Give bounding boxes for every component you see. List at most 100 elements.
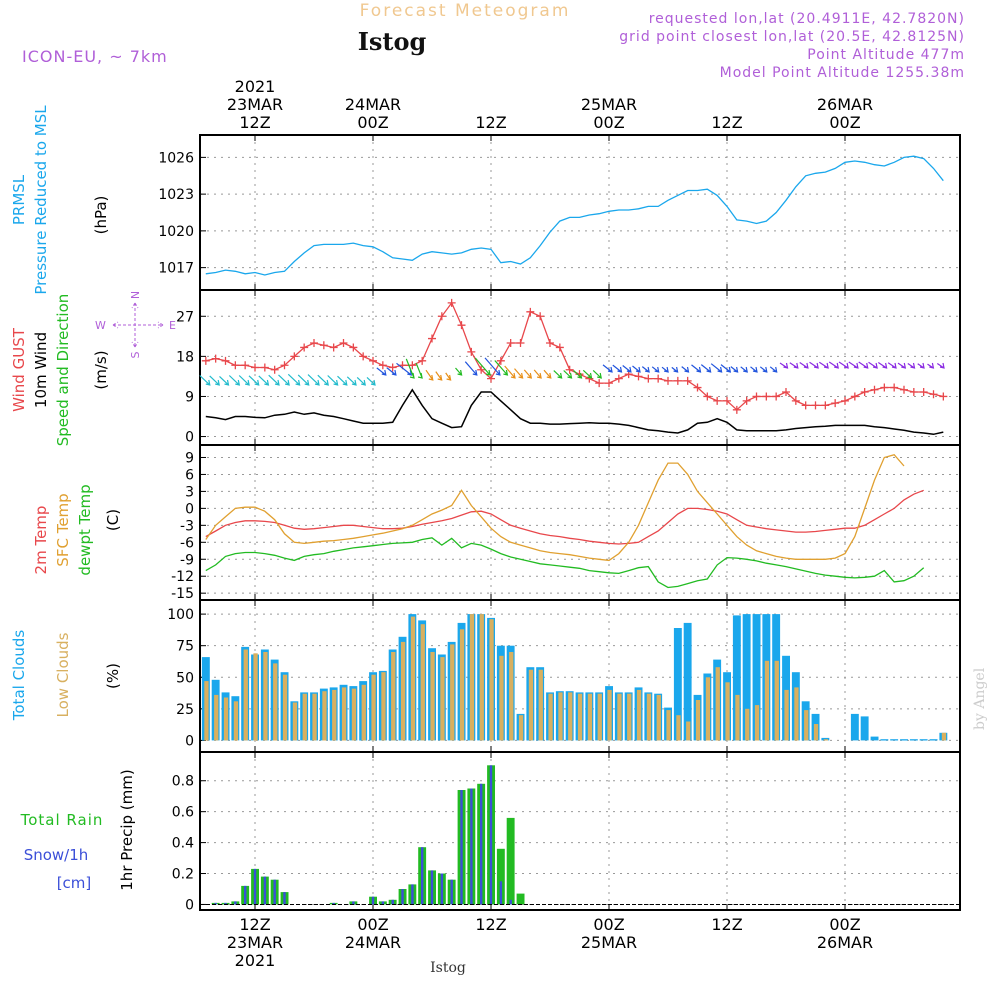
wind-direction-arrow (366, 376, 376, 386)
low-clouds-bar (617, 693, 622, 741)
gust-point (526, 307, 535, 316)
wind-direction-arrow (828, 361, 839, 369)
gust-point (516, 339, 525, 347)
wind-direction-arrow (455, 367, 463, 376)
wind-direction-arrow (582, 369, 593, 379)
total-clouds-bar (732, 615, 741, 741)
gust-point (821, 401, 830, 410)
dewpt-label: dewpt Temp (76, 484, 94, 575)
total-clouds-bar (821, 737, 830, 741)
gust-point (703, 392, 712, 401)
low-clouds-bar (243, 649, 248, 741)
dewpt-series-line (205, 537, 925, 589)
wind-direction-arrow (907, 362, 916, 369)
wind-direction-arrow (936, 362, 945, 369)
gust-point (801, 401, 810, 410)
low-clouds-bar (509, 652, 514, 741)
gust-point (241, 361, 250, 370)
low-clouds-bar (312, 693, 317, 741)
gust-series-line (205, 301, 944, 411)
gust-point (919, 388, 928, 396)
y-tick-label: 27 (176, 309, 194, 325)
gust-point (546, 339, 554, 347)
wind-direction-arrow (769, 366, 778, 373)
date-label-bottom: 23MAR (227, 933, 283, 952)
gust-point (890, 383, 899, 392)
y-tick-label: 9 (185, 450, 194, 466)
low-clouds-bar (666, 710, 671, 741)
gust-point (860, 388, 869, 396)
rain-bar (496, 848, 505, 905)
snow-bar (391, 899, 394, 905)
gust-point (732, 405, 741, 414)
hour-label-top: 00Z (357, 113, 388, 132)
low-clouds-bar (735, 694, 740, 741)
total-clouds-bar (752, 614, 761, 741)
wind-direction-arrow (425, 369, 434, 381)
low-clouds-bar (715, 667, 720, 741)
snow-bar (273, 879, 276, 905)
wind-speed-line (205, 388, 944, 436)
low-clouds-bar (499, 655, 504, 741)
wind-direction-arrow (897, 362, 907, 369)
date-label-top: 25MAR (581, 95, 637, 114)
y-tick-label: -12 (171, 569, 194, 585)
gust-point (447, 298, 456, 307)
gust-point (418, 356, 427, 365)
y-tick-label: 0 (185, 501, 194, 517)
low-clouds-bar (607, 689, 612, 741)
total-clouds-bar (909, 739, 918, 741)
wind-unit: (m/s) (92, 350, 110, 389)
snow-bar (421, 847, 424, 905)
compass-east: E (169, 319, 176, 332)
gust-point (831, 399, 840, 408)
precip-axis-label: 1hr Precip (mm) (118, 769, 136, 890)
requested-coords: requested lon,lat (20.4911E, 42.7820N) (649, 11, 965, 27)
gust-point (565, 365, 574, 374)
low-clouds-bar (528, 669, 534, 741)
snow-bar (224, 902, 227, 905)
low-clouds-bar (656, 694, 661, 741)
gust-point (782, 388, 790, 396)
wind-direction-arrow (543, 369, 552, 379)
gust-point (319, 341, 328, 350)
wind-direction-arrow (504, 365, 516, 379)
location-title: Istog (358, 27, 427, 56)
low-clouds-bar (538, 669, 543, 741)
hour-label-top: 12Z (239, 113, 270, 132)
wind-direction-arrow (346, 376, 357, 386)
pressure-series-line (205, 155, 944, 276)
gust-point (929, 390, 938, 399)
wind-direction-arrow (337, 375, 348, 386)
wind-direction-arrow (661, 366, 669, 373)
gust-point (791, 396, 800, 405)
wind-direction-arrow (464, 361, 478, 376)
gust-point (811, 401, 820, 410)
wind-label: 10m Wind (32, 332, 50, 408)
snow-label: Snow/1h (24, 846, 89, 864)
total-clouds-bar (683, 622, 692, 741)
low-clouds-bar (686, 721, 691, 741)
snow-bar (371, 896, 375, 905)
wind-direction-arrow (592, 369, 602, 379)
compass-west: W (95, 319, 106, 332)
total-clouds-bar (742, 614, 751, 741)
wind-direction-arrow (818, 361, 829, 369)
wind-direction-arrow (632, 365, 641, 373)
snow-bar (263, 876, 267, 905)
low-clouds-bar (627, 693, 632, 741)
wind-direction-label: Speed and Direction (54, 294, 72, 447)
y-tick-label: 6 (185, 467, 194, 483)
low-clouds-bar (587, 693, 593, 741)
low-clouds-bar (676, 715, 681, 741)
wind-direction-arrow (779, 362, 789, 369)
wind-direction-arrow (435, 371, 443, 381)
y-tick-label: 0.4 (172, 836, 194, 852)
wind-direction-arrow (573, 369, 583, 379)
y-tick-label: 0 (185, 897, 194, 913)
sfc-temp-label: SFC Temp (54, 493, 72, 566)
total-clouds-label: Total Clouds (10, 630, 28, 722)
wind-direction-arrow (484, 357, 501, 376)
hour-label-bottom: 00Z (357, 915, 388, 934)
